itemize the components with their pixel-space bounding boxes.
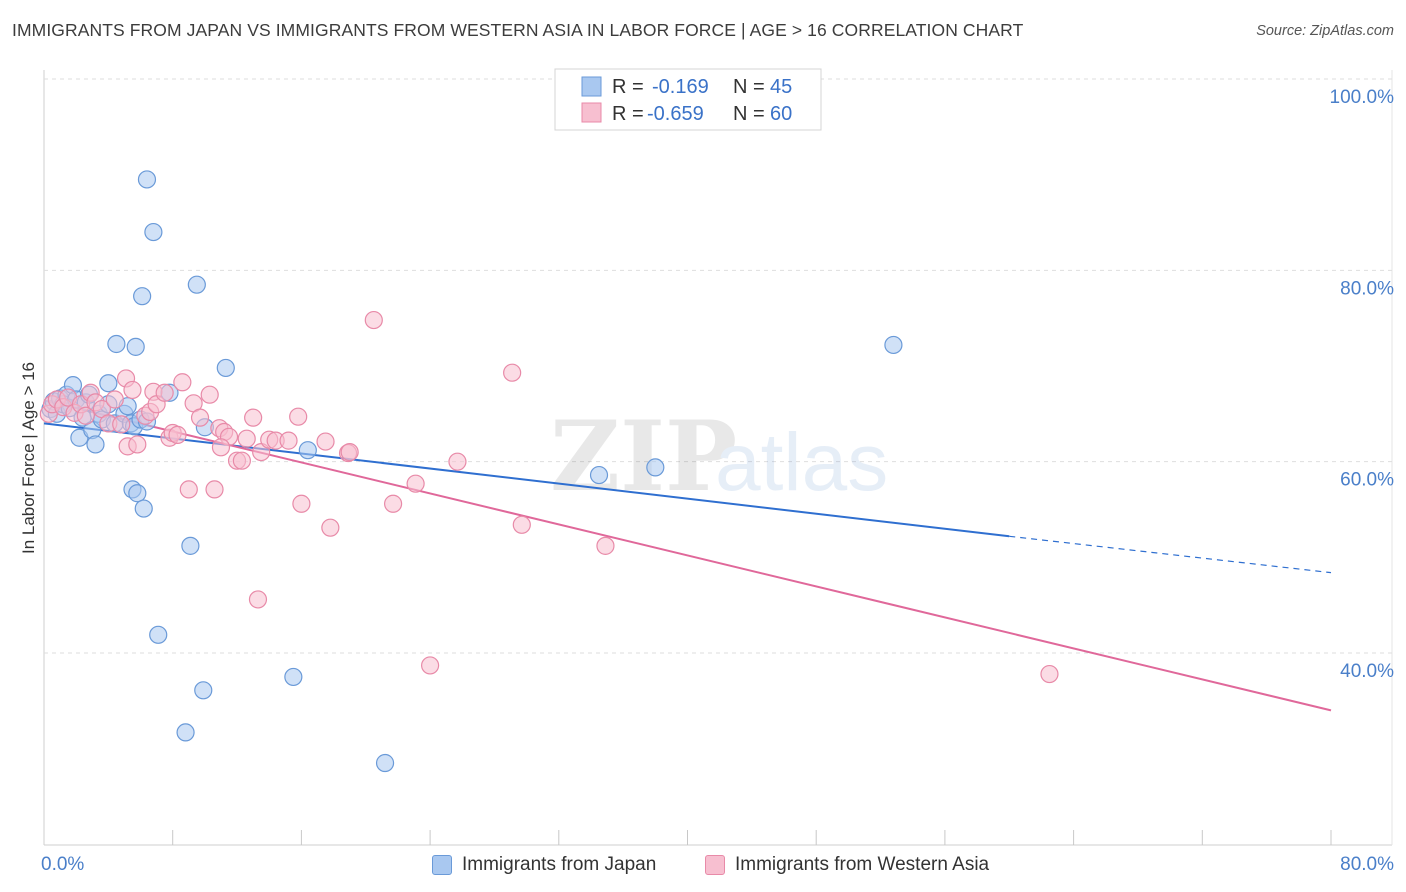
series-legend-swatch-japan — [432, 855, 452, 875]
x-ticks — [172, 830, 1332, 845]
x-tick-label-min: 0.0% — [41, 854, 84, 875]
western-asia-point-13 — [112, 415, 131, 434]
japan-point-47 — [884, 335, 903, 355]
source-credit: Source: ZipAtlas.com — [1256, 23, 1394, 39]
watermark-atlas: atlas — [715, 417, 888, 508]
japan-point-40 — [194, 681, 213, 700]
western-asia-point-52 — [448, 452, 467, 471]
trend-line-japan-extension — [1009, 535, 1332, 574]
stats-legend: R = -0.169 N = 45 R = -0.659 N = 60 — [554, 68, 822, 131]
japan-point-32 — [216, 358, 235, 378]
japan-point-30 — [144, 222, 163, 242]
western-asia-point-45 — [321, 518, 340, 537]
watermark: ZIP atlas — [550, 400, 888, 513]
japan-point-39 — [149, 625, 168, 644]
japan-point-36 — [128, 484, 147, 503]
japan-point-25 — [126, 337, 145, 356]
japan-point-28 — [133, 287, 152, 306]
y-tick-label-80: 80.0% — [1340, 278, 1394, 299]
series-western-asia-points — [39, 310, 1059, 684]
western-asia-point-50 — [406, 474, 425, 493]
western-asia-point-37 — [244, 408, 263, 427]
japan-point-14 — [86, 435, 105, 454]
western-asia-point-57 — [1040, 664, 1059, 684]
y-tick-labels: 40.0% 60.0% 80.0% 100.0% — [1330, 87, 1395, 682]
japan-point-45 — [589, 465, 609, 485]
western-asia-point-12 — [105, 390, 124, 409]
western-asia-point-48 — [364, 310, 383, 330]
watermark-zip: ZIP — [550, 400, 737, 513]
legend-n-label-japan: N = — [733, 76, 765, 98]
western-asia-point-17 — [128, 435, 147, 454]
western-asia-point-44 — [316, 432, 335, 451]
western-asia-point-51 — [421, 656, 440, 675]
series-legend-western-asia[interactable]: Immigrants from Western Asia — [705, 851, 989, 879]
western-asia-point-36 — [237, 429, 256, 448]
western-asia-point-35 — [232, 451, 251, 470]
western-asia-point-29 — [200, 385, 219, 404]
japan-point-27 — [99, 374, 118, 393]
western-asia-point-16 — [123, 380, 142, 400]
legend-r-label-western-asia: R = — [612, 103, 644, 125]
chart-title: IMMIGRANTS FROM JAPAN VS IMMIGRANTS FROM… — [12, 20, 1024, 40]
japan-point-42 — [284, 667, 303, 687]
legend-r-value-western-asia: -0.659 — [647, 103, 704, 125]
japan-point-37 — [134, 499, 153, 518]
series-legend-japan[interactable]: Immigrants from Japan — [432, 851, 656, 879]
japan-point-43 — [375, 753, 395, 773]
western-asia-point-30 — [205, 480, 224, 499]
legend-r-value-japan: -0.169 — [652, 76, 709, 98]
western-asia-point-56 — [596, 536, 615, 555]
western-asia-point-25 — [168, 425, 187, 444]
legend-n-label-western-asia: N = — [733, 103, 765, 125]
legend-swatch-western-asia — [581, 102, 602, 123]
series-legend-label-japan: Immigrants from Japan — [462, 854, 657, 875]
western-asia-point-58 — [211, 438, 231, 457]
x-tick-label-max: 80.0% — [1340, 854, 1394, 875]
western-asia-point-43 — [292, 494, 311, 513]
trend-line-japan — [43, 422, 1010, 538]
japan-point-29 — [137, 170, 157, 189]
legend-swatch-japan — [581, 76, 602, 97]
western-asia-point-22 — [155, 383, 174, 402]
western-asia-point-55 — [512, 515, 531, 534]
western-asia-point-41 — [279, 431, 298, 450]
legend-r-label-japan: R = — [612, 76, 644, 98]
series-legend-label-western-asia: Immigrants from Western Asia — [735, 854, 990, 875]
western-asia-point-42 — [289, 407, 308, 426]
y-tick-label-60: 60.0% — [1340, 470, 1394, 491]
gridlines — [44, 78, 1392, 654]
japan-point-38 — [181, 536, 200, 555]
y-tick-label-40: 40.0% — [1340, 661, 1394, 682]
y-axis-label: In Labor Force | Age > 16 — [19, 362, 38, 554]
western-asia-point-7 — [76, 406, 95, 425]
series-legend: Immigrants from Japan Immigrants from We… — [0, 851, 1406, 879]
western-asia-point-47 — [340, 443, 359, 462]
japan-point-26 — [107, 334, 126, 354]
japan-point-31 — [187, 275, 206, 294]
japan-point-44 — [298, 441, 317, 460]
series-legend-swatch-western-asia — [705, 855, 725, 875]
legend-n-value-japan: 45 — [770, 76, 792, 98]
western-asia-point-49 — [383, 494, 403, 513]
western-asia-point-53 — [248, 590, 268, 609]
western-asia-point-54 — [503, 363, 522, 382]
japan-point-46 — [646, 458, 665, 477]
western-asia-point-27 — [179, 480, 198, 499]
western-asia-point-26 — [173, 373, 192, 392]
y-tick-label-100: 100.0% — [1330, 87, 1395, 108]
western-asia-point-59 — [190, 408, 210, 427]
japan-point-41 — [176, 723, 195, 742]
legend-n-value-western-asia: 60 — [770, 103, 792, 125]
